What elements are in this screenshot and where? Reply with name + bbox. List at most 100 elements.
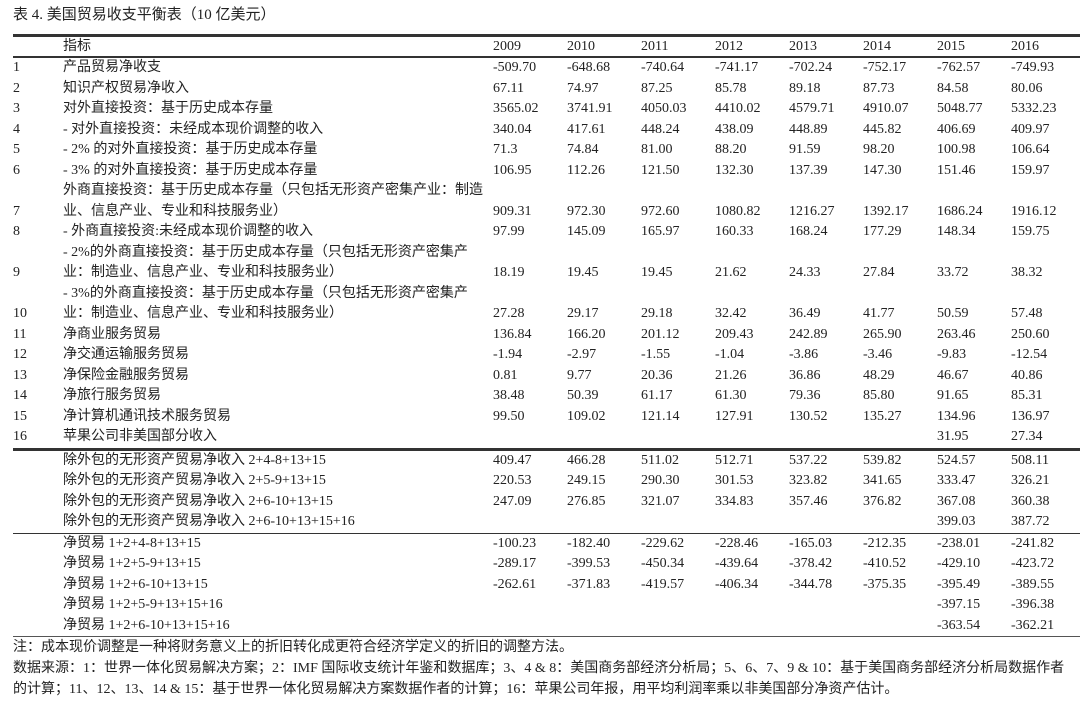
cell-value: -1.55: [641, 347, 671, 362]
row-label: 净贸易 1+2+6-10+13+15: [63, 576, 208, 592]
cell-value: 84.58: [937, 80, 969, 96]
row-label: 净贸易 1+2+6-10+13+15+16: [63, 615, 493, 637]
cell-value: [863, 595, 937, 616]
cell-value: 399.03: [937, 512, 1011, 534]
cell-value: 61.17: [641, 388, 673, 403]
row-label: - 外商直接投资:未经成本现价调整的收入: [63, 224, 314, 239]
cell-value: [493, 427, 567, 451]
cell-value: -371.83: [567, 576, 611, 592]
cell-value: 5048.77: [937, 101, 983, 116]
cell-value: 539.82: [863, 452, 902, 468]
row-label: 净交通运输服务贸易: [63, 347, 189, 362]
row-label: 除外包的无形资产贸易净收入 2+5-9+13+15: [63, 473, 326, 488]
row-index: [13, 554, 63, 575]
indicator-header: 指标: [63, 34, 493, 58]
year-header: 2012: [715, 34, 789, 58]
cell-value: -762.57: [937, 60, 981, 75]
cell-value: 87.73: [863, 80, 895, 96]
cell-value: [641, 427, 715, 451]
cell-value: -12.54: [1011, 347, 1048, 362]
row-index: [13, 615, 63, 637]
cell-value: 524.57: [937, 452, 976, 468]
row-label: - 2% 的对外直接投资：基于历史成本存量: [63, 142, 318, 157]
cell-value: 136.84: [493, 326, 532, 342]
cell-value: [715, 427, 789, 451]
cell-value: [567, 427, 641, 451]
cell-value: 130.52: [789, 408, 828, 424]
cell-value: -238.01: [937, 535, 981, 551]
cell-value: 4050.03: [641, 101, 687, 116]
cell-value: 3741.91: [567, 101, 613, 116]
cell-value: 360.38: [1011, 493, 1050, 509]
cell-value: 249.15: [567, 473, 606, 488]
row-label: 知识产权贸易净收入: [63, 80, 189, 96]
cell-value: -375.35: [863, 576, 907, 592]
cell-value: 4910.07: [863, 101, 909, 116]
cell-value: [641, 512, 715, 534]
cell-value: -423.72: [1011, 556, 1055, 571]
cell-value: 9.77: [567, 367, 592, 383]
sources-text: 数据来源：1：世界一体化贸易解决方案；2：IMF 国际收支统计年鉴和数据库；3、…: [13, 661, 1065, 697]
row-index: [13, 449, 63, 471]
cell-value: -1.94: [493, 347, 523, 362]
cell-value: 50.39: [567, 388, 599, 403]
cell-value: 1392.17: [863, 203, 909, 219]
row-index: 6: [13, 162, 20, 178]
cell-value: 57.48: [1011, 306, 1043, 321]
cell-value: 109.02: [567, 408, 606, 424]
row-label: 净商业服务贸易: [63, 326, 161, 342]
cell-value: 38.32: [1011, 265, 1043, 280]
cell-value: 417.61: [567, 121, 606, 137]
row-index: 1: [13, 60, 20, 75]
cell-value: 36.49: [789, 306, 821, 321]
row-label: 除外包的无形资产贸易净收入 2+4-8+13+15: [63, 452, 326, 468]
cell-value: 31.95: [937, 427, 1011, 451]
cell-value: -429.10: [937, 556, 981, 571]
cell-value: 263.46: [937, 326, 976, 342]
cell-value: 438.09: [715, 121, 754, 137]
cell-value: -363.54: [937, 615, 1011, 637]
cell-value: 46.67: [937, 367, 969, 383]
row-index: [13, 595, 63, 616]
cell-value: -389.55: [1011, 576, 1055, 592]
cell-value: -702.24: [789, 60, 833, 75]
cell-value: 1686.24: [937, 203, 983, 219]
cell-value: [715, 615, 789, 637]
row-label: 苹果公司非美国部分收入: [63, 427, 493, 451]
table-row: 8 - 外商直接投资:未经成本现价调整的收入 97.99 145.09 165.97 16…: [13, 222, 1080, 243]
cell-value: -410.52: [863, 556, 907, 571]
table-row: 14 净旅行服务贸易 38.48 50.39 61.17 61.30 79.36 85.80 9…: [13, 386, 1080, 407]
cell-value: 972.30: [567, 203, 606, 219]
cell-value: 135.27: [863, 408, 902, 424]
cell-value: [789, 427, 863, 451]
cell-value: -439.64: [715, 556, 759, 571]
cell-value: [789, 512, 863, 534]
cell-value: [641, 615, 715, 637]
cell-value: [863, 615, 937, 637]
cell-value: 333.47: [937, 473, 976, 488]
cell-value: 41.77: [863, 306, 895, 321]
cell-value: 33.72: [937, 265, 969, 280]
row-label: 净保险金融服务贸易: [63, 367, 189, 383]
cell-value: 88.20: [715, 142, 747, 157]
cell-value: 132.30: [715, 162, 754, 178]
table-row: 16 苹果公司非美国部分收入 31.95 27.34: [13, 427, 1080, 451]
cell-value: 91.65: [937, 388, 969, 403]
cell-value: 166.20: [567, 326, 606, 342]
year-header: 2009: [493, 34, 567, 58]
cell-value: 201.12: [641, 326, 680, 342]
cell-value: 466.28: [567, 452, 606, 468]
table-row: 2 知识产权贸易净收入 67.11 74.97 87.25 85.78 89.18 87.73…: [13, 79, 1080, 100]
cell-value: 448.24: [641, 121, 680, 137]
row-label: 净计算机通讯技术服务贸易: [63, 408, 231, 424]
cell-value: 341.65: [863, 473, 902, 488]
table-row: 净贸易 1+2+5-9+13+15+16 -397.15 -396.38: [13, 595, 1080, 616]
table-row: 除外包的无形资产贸易净收入 2+6-10+13+15 247.09 276.85 32…: [13, 492, 1080, 513]
cell-value: -648.68: [567, 60, 611, 75]
cell-value: -2.97: [567, 347, 597, 362]
cell-value: -378.42: [789, 556, 833, 571]
year-header: 2014: [863, 34, 937, 58]
cell-value: 340.04: [493, 121, 532, 137]
cell-value: 100.98: [937, 142, 976, 157]
cell-value: [567, 595, 641, 616]
